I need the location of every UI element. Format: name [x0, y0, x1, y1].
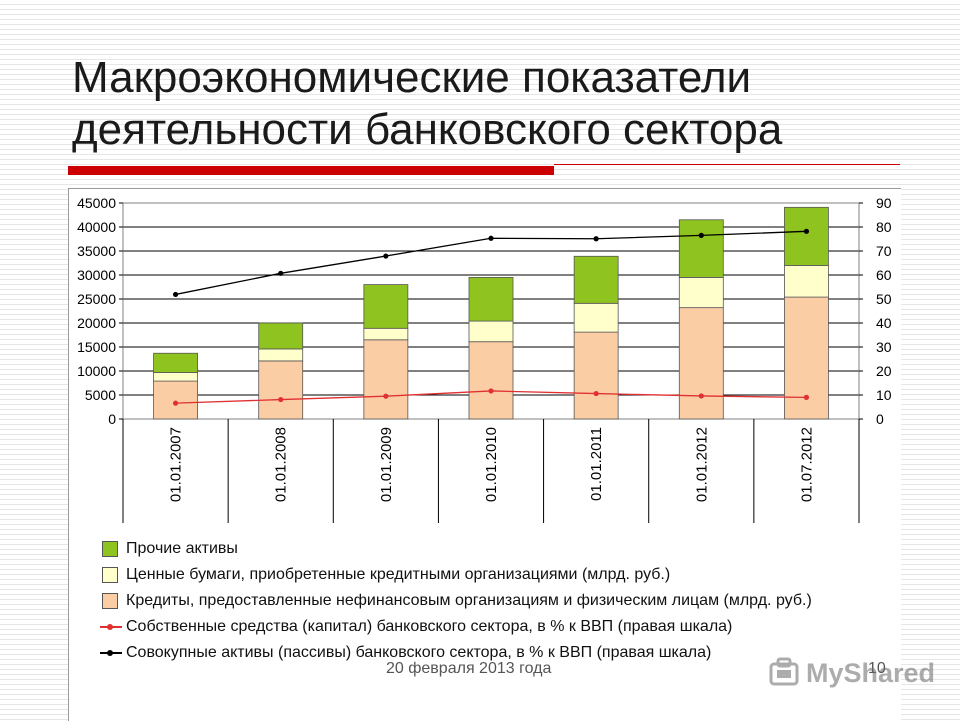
bar-segment: [784, 265, 829, 298]
bar-segment: [573, 331, 619, 420]
series-point: [803, 394, 810, 400]
bar-segment: [468, 320, 514, 343]
watermark-logo: MyShared: [768, 656, 935, 692]
left-axis-tick-label: 10000: [77, 363, 116, 379]
legend-item: Совокупные активы (пассивы) банковского …: [100, 640, 890, 666]
left-axis-tick-label: 15000: [77, 339, 116, 355]
series-point: [593, 390, 599, 397]
chart-area: 0 5000 10000 15000 20000 25000 30000 35000 40000…: [68, 188, 901, 721]
bar-segment: [363, 284, 409, 329]
right-axis-tick-label: 50: [876, 291, 892, 307]
bar-segment: [784, 206, 829, 266]
legend-label: Совокупные активы (пассивы) банковского …: [126, 644, 712, 661]
bar-segment: [784, 296, 829, 420]
watermark-icon: [769, 657, 799, 686]
x-axis-tick-label: 01.01.2007: [168, 427, 185, 502]
series-point: [698, 232, 704, 238]
bar-segment: [153, 380, 198, 420]
left-axis-tick-label: 35000: [77, 243, 116, 259]
left-axis-tick-label: 30000: [77, 267, 116, 283]
legend-swatch: [102, 593, 118, 609]
series-point: [172, 291, 179, 298]
left-axis-tick-label: 25000: [77, 291, 116, 307]
x-axis-tick-label: 01.01.2011: [588, 427, 605, 501]
bar-segment: [258, 322, 304, 350]
legend-swatch: [102, 541, 118, 557]
x-axis-tick-label: 01.01.2012: [693, 427, 710, 502]
right-axis-tick-label: 30: [876, 339, 892, 355]
title-accent-bar: [68, 166, 554, 175]
bar-segment: [573, 255, 619, 304]
legend-line-glyph: [100, 650, 122, 656]
title-accent-line: [554, 164, 900, 165]
bar-segment: [363, 339, 409, 420]
bar-segment: [573, 302, 619, 333]
legend-label: Ценные бумаги, приобретенные кредитными …: [126, 566, 671, 583]
bar-segment: [678, 307, 724, 420]
bar-segment: [678, 277, 724, 309]
series-point: [488, 235, 494, 241]
bar-segment: [153, 372, 198, 382]
legend-item: Ценные бумаги, приобретенные кредитными …: [100, 562, 890, 588]
bar-segment: [153, 352, 198, 373]
right-axis-tick-label: 80: [876, 219, 892, 235]
bar-segment: [678, 219, 724, 278]
series-point: [383, 393, 389, 399]
title-line-1: Макроэкономические показатели: [72, 53, 752, 102]
legend-item: Прочие активы: [100, 536, 890, 562]
left-axis-tick-label: 0: [108, 411, 116, 427]
x-axis-tick-label: 01.01.2010: [483, 427, 500, 502]
x-axis-tick-label: 01.01.2009: [378, 427, 395, 502]
bar-segment: [258, 360, 304, 420]
right-axis-tick-label: 70: [876, 243, 892, 259]
slide-title: Макроэкономические показатели деятельнос…: [72, 52, 932, 156]
series-point: [803, 228, 810, 234]
footer-date: 20 февраля 2013 года: [386, 660, 552, 677]
right-axis-tick-label: 60: [876, 267, 892, 283]
page-number: 10: [868, 660, 886, 677]
left-axis-tick-label: 40000: [77, 219, 116, 235]
x-axis-tick-label: 01.01.2008: [273, 427, 290, 502]
chart-plot: 0 5000 10000 15000 20000 25000 30000 35000 40000…: [77, 195, 892, 523]
legend-label: Кредиты, предоставленные нефинансовым ор…: [126, 592, 812, 609]
watermark-text: MyShared: [806, 658, 936, 688]
right-axis-tick-label: 40: [876, 315, 892, 331]
series-point: [383, 253, 389, 259]
right-axis-tick-label: 10: [876, 387, 892, 403]
chart-legend: Прочие активы Ценные бумаги, приобретенны…: [100, 536, 890, 666]
bar-segment: [468, 277, 514, 322]
series-point: [278, 396, 284, 403]
right-axis-tick-label: 0: [876, 411, 884, 427]
legend-label: Собственные средства (капитал) банковско…: [126, 618, 733, 635]
bar-segment: [468, 341, 514, 420]
bar-segment: [363, 327, 409, 341]
series-point: [488, 388, 494, 394]
left-axis-tick-label: 20000: [77, 315, 116, 331]
series-point: [593, 236, 599, 242]
title-line-2: деятельности банковского сектора: [72, 105, 783, 154]
legend-line-glyph: [100, 624, 122, 630]
left-axis-tick-label: 5000: [85, 387, 116, 403]
x-axis-tick-label: 01.07.2012: [798, 427, 815, 502]
series-point: [698, 393, 704, 399]
series-point: [278, 270, 284, 276]
legend-swatch: [102, 567, 118, 583]
right-axis-tick-label: 20: [876, 363, 892, 379]
right-axis-tick-label: 90: [876, 195, 892, 211]
bar-segment: [258, 348, 304, 362]
legend-label: Прочие активы: [126, 540, 238, 557]
legend-item: Кредиты, предоставленные нефинансовым ор…: [100, 588, 890, 614]
series-point: [172, 400, 179, 406]
left-axis-tick-label: 45000: [77, 195, 116, 211]
legend-item: Собственные средства (капитал) банковско…: [100, 614, 890, 640]
